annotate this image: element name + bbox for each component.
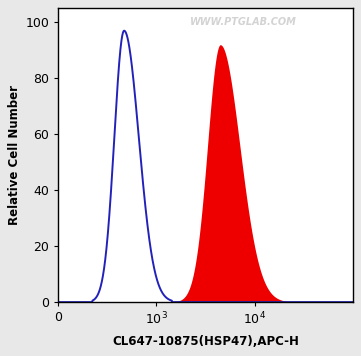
Y-axis label: Relative Cell Number: Relative Cell Number bbox=[8, 85, 21, 225]
X-axis label: CL647-10875(HSP47),APC-H: CL647-10875(HSP47),APC-H bbox=[112, 335, 299, 348]
Text: WWW.PTGLAB.COM: WWW.PTGLAB.COM bbox=[190, 17, 297, 27]
